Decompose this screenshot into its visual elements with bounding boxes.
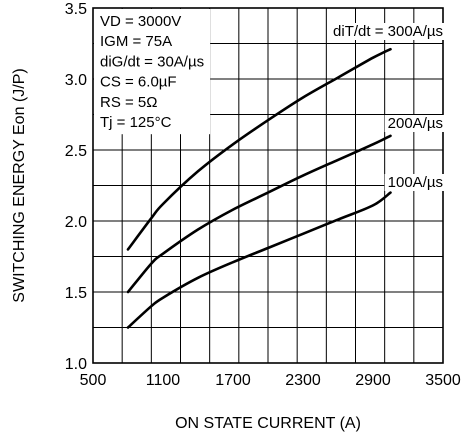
series-label: 200A/µs	[388, 115, 443, 132]
series-label-background	[330, 23, 445, 40]
y-tick-label: 1.5	[65, 285, 87, 302]
y-tick-label: 2.5	[65, 143, 87, 160]
x-tick-label: 2300	[285, 372, 321, 389]
x-tick-label: 1100	[146, 372, 181, 389]
y-axis-label: SWITCHING ENERGY Eon (J/P)	[11, 68, 28, 302]
condition-text: Tj = 125°C	[100, 114, 172, 131]
series-label-group: 200A/µs	[384, 115, 445, 132]
series-label: 100A/µs	[388, 174, 443, 191]
series-line-1	[126, 134, 392, 294]
series-label-background	[384, 174, 445, 191]
y-tick-label: 3.5	[65, 1, 87, 18]
series-label-background	[384, 115, 445, 132]
x-tick-label: 3500	[425, 372, 461, 389]
y-tick-label: 1.0	[65, 356, 87, 373]
conditions-box: VD = 3000V IGM = 75A diG/dt = 30A/µs CS = 6…	[94, 9, 211, 135]
x-axis-label: ON STATE CURRENT (A)	[175, 415, 361, 432]
x-tick-label: 2900	[355, 372, 391, 389]
y-tick-label: 3.0	[65, 72, 87, 89]
condition-text: CS = 6.0µF	[100, 74, 177, 91]
x-tick-label: 1700	[215, 372, 251, 389]
series-label-group: 100A/µs	[384, 174, 445, 191]
conditions-background	[94, 9, 211, 135]
condition-text: diG/dt = 30A/µs	[100, 53, 204, 70]
series-line-2	[126, 191, 392, 329]
condition-text: VD = 3000V	[100, 13, 181, 30]
condition-text: IGM = 75A	[100, 33, 172, 50]
y-tick-label: 2.0	[65, 214, 87, 231]
series-label: diT/dt = 300A/µs	[333, 23, 443, 40]
series-label-group: diT/dt = 300A/µs	[330, 23, 445, 40]
series-line-0	[126, 47, 392, 251]
condition-text: RS = 5Ω	[100, 94, 158, 111]
x-tick-label: 500	[80, 372, 107, 389]
